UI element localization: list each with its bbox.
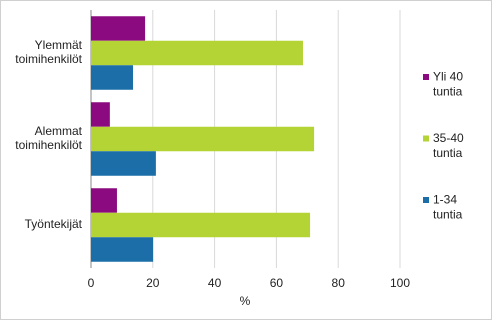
legend-marker: [423, 74, 429, 80]
bar: [91, 126, 315, 152]
legend-marker: [423, 197, 429, 203]
legend-label: 35-40 tuntia: [433, 131, 464, 160]
bar: [91, 65, 134, 90]
legend-label: Yli 40 tuntia: [433, 70, 463, 99]
y-tick-label: Ylemmät toimihenkilöt: [15, 38, 82, 66]
x-axis-label: %: [240, 294, 251, 308]
bar: [91, 102, 110, 127]
bar: [91, 212, 311, 238]
bar: [91, 237, 154, 262]
bar: [91, 188, 117, 213]
x-tick-label: 80: [332, 276, 346, 290]
bar: [91, 16, 146, 41]
x-tick-label: 0: [88, 276, 95, 290]
bar: [91, 151, 156, 176]
x-tick-label: 100: [390, 276, 410, 290]
y-tick-label: Työntekijät: [25, 217, 83, 231]
y-tick-label: Alemmat toimihenkilöt: [15, 124, 82, 152]
bar: [91, 40, 303, 66]
x-tick-label: 40: [208, 276, 222, 290]
x-tick-label: 60: [270, 276, 284, 290]
legend-label: 1-34 tuntia: [433, 193, 463, 222]
x-tick-label: 20: [146, 276, 160, 290]
legend-marker: [423, 135, 429, 142]
